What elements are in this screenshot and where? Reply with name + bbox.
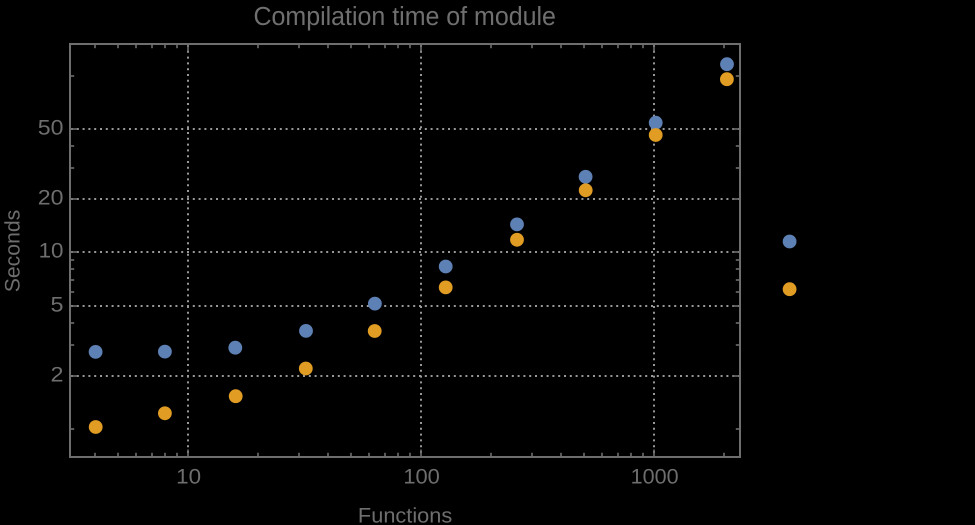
svg-text:Compilation time of module: Compilation time of module: [254, 1, 556, 31]
svg-text:20: 20: [38, 187, 64, 210]
svg-text:10: 10: [39, 240, 64, 263]
svg-text:50: 50: [38, 117, 64, 140]
svg-text:100: 100: [403, 465, 440, 488]
svg-text:10: 10: [176, 465, 201, 488]
svg-text:1000: 1000: [631, 465, 679, 488]
svg-text:2: 2: [51, 364, 64, 387]
svg-text:Seconds: Seconds: [2, 210, 25, 293]
svg-text:5: 5: [51, 294, 64, 317]
svg-text:Functions: Functions: [358, 505, 452, 525]
